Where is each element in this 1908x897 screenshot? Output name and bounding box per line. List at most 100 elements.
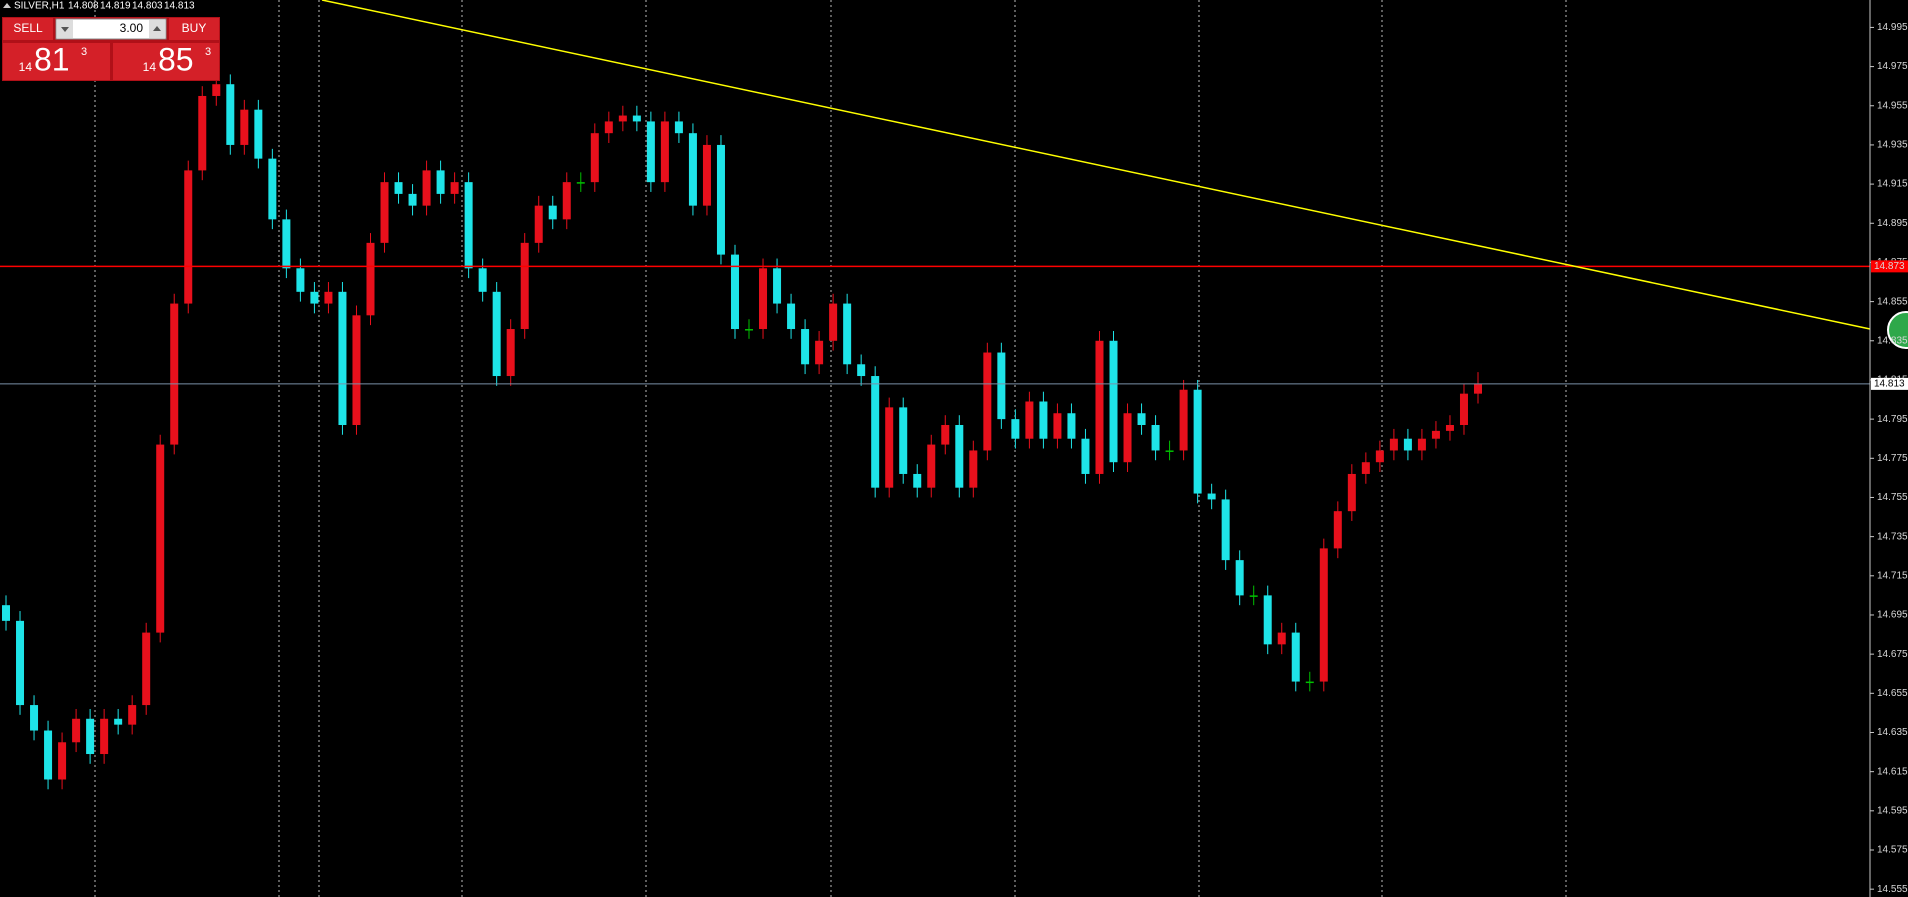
- candle-body: [773, 268, 782, 304]
- y-tick-label: 14.555: [1877, 884, 1908, 895]
- y-tick-label: 14.935: [1877, 140, 1908, 151]
- status-icon: [1887, 311, 1908, 349]
- last-high: 14.819: [100, 1, 131, 12]
- y-tick-label: 14.635: [1877, 727, 1908, 738]
- buy-price-prefix: 14: [143, 60, 157, 74]
- y-tick-label: 14.615: [1877, 766, 1908, 777]
- last-open: 14.808: [68, 1, 99, 12]
- candle-body: [815, 340, 824, 365]
- candle-body: [1375, 450, 1384, 463]
- candle-body: [801, 329, 810, 365]
- y-tick-label: 14.795: [1877, 414, 1908, 425]
- lot-value[interactable]: 3.00: [120, 21, 144, 35]
- candle-body: [254, 109, 263, 159]
- level-label-bg: [1871, 260, 1908, 273]
- lot-decrease-arrow: [61, 27, 69, 32]
- y-tick-label: 14.835: [1877, 335, 1908, 346]
- candle-body: [1347, 473, 1356, 512]
- candle-body: [1249, 595, 1258, 597]
- sell-button[interactable]: [3, 18, 53, 40]
- candle-body: [660, 121, 669, 183]
- candle-body: [1361, 462, 1370, 474]
- candle-body: [548, 205, 557, 220]
- candle-body: [997, 352, 1006, 420]
- buy-price-box[interactable]: [113, 43, 219, 80]
- candle-body: [618, 115, 627, 122]
- candle-body: [492, 291, 501, 377]
- y-tick-label: 14.735: [1877, 531, 1908, 542]
- candle-body: [1333, 511, 1342, 549]
- candle-body: [226, 84, 235, 145]
- header-arrow: [3, 3, 11, 8]
- candle-body: [464, 182, 473, 269]
- buy-button[interactable]: [169, 18, 219, 40]
- candle-body: [114, 718, 123, 725]
- candle-body: [422, 170, 431, 206]
- candle-body: [534, 205, 543, 243]
- candle-body: [1039, 401, 1048, 439]
- candle-body: [1221, 499, 1230, 561]
- candle-body: [885, 407, 894, 488]
- candle-body: [632, 115, 641, 122]
- candle-body: [296, 268, 305, 292]
- candle-body: [716, 144, 725, 255]
- candle-body: [1277, 632, 1286, 645]
- candle-body: [1053, 413, 1062, 439]
- y-tick-label: 14.575: [1877, 845, 1908, 856]
- y-tick-label: 14.995: [1877, 22, 1908, 33]
- trendline: [321, 0, 1871, 330]
- candle-body: [576, 182, 585, 184]
- candle-body: [366, 242, 375, 316]
- bid-label-bg: [1871, 377, 1908, 390]
- y-tick-label: 14.895: [1877, 218, 1908, 229]
- candle-body: [1095, 340, 1104, 474]
- candle-body: [1207, 493, 1216, 500]
- candle-body: [1305, 681, 1314, 684]
- lot-input[interactable]: [55, 18, 167, 40]
- candle-body: [702, 144, 711, 206]
- candle-body: [72, 718, 81, 743]
- y-tick-label: 14.975: [1877, 61, 1908, 72]
- sell-price-box[interactable]: [3, 43, 110, 80]
- candle-body: [590, 133, 599, 183]
- header: SILVER,H1 14.808 14.819 14.803 14.813: [3, 1, 195, 12]
- lot-increase-arrow: [153, 26, 161, 31]
- candle-body: [1193, 389, 1202, 494]
- candle-body: [562, 182, 571, 220]
- candle-body: [520, 242, 529, 330]
- candle-body: [1067, 413, 1076, 439]
- candle-body: [2, 605, 10, 621]
- candle-body: [240, 109, 249, 145]
- candle-body: [1403, 438, 1412, 451]
- candle-body: [759, 268, 768, 330]
- candle-body: [394, 182, 403, 194]
- candle-body: [1474, 383, 1482, 394]
- candle-body: [1389, 438, 1398, 451]
- candle-body: [380, 182, 389, 243]
- candle-body: [674, 121, 683, 134]
- y-tick-label: 14.915: [1877, 179, 1908, 190]
- candle-body: [941, 424, 950, 445]
- candle-body: [983, 352, 992, 451]
- candle-body: [913, 473, 922, 488]
- y-tick-label: 14.715: [1877, 570, 1908, 581]
- candle-body: [1291, 632, 1300, 682]
- candle-body: [156, 444, 165, 633]
- sell-label[interactable]: SELL: [13, 21, 43, 35]
- candle-body: [58, 742, 67, 780]
- candle-body: [212, 84, 221, 96]
- candle-body: [1263, 595, 1272, 645]
- candle-body: [338, 291, 347, 425]
- candle-body: [408, 193, 417, 206]
- candle-body: [1025, 401, 1034, 439]
- candle-body: [646, 121, 655, 183]
- last-close: 14.813: [164, 1, 195, 12]
- candle-body: [1445, 424, 1454, 431]
- candle-body: [1137, 413, 1146, 425]
- buy-price-suffix: 3: [205, 46, 211, 58]
- buy-label[interactable]: BUY: [182, 21, 207, 35]
- candle-body: [1109, 340, 1118, 463]
- candle-body: [730, 254, 739, 330]
